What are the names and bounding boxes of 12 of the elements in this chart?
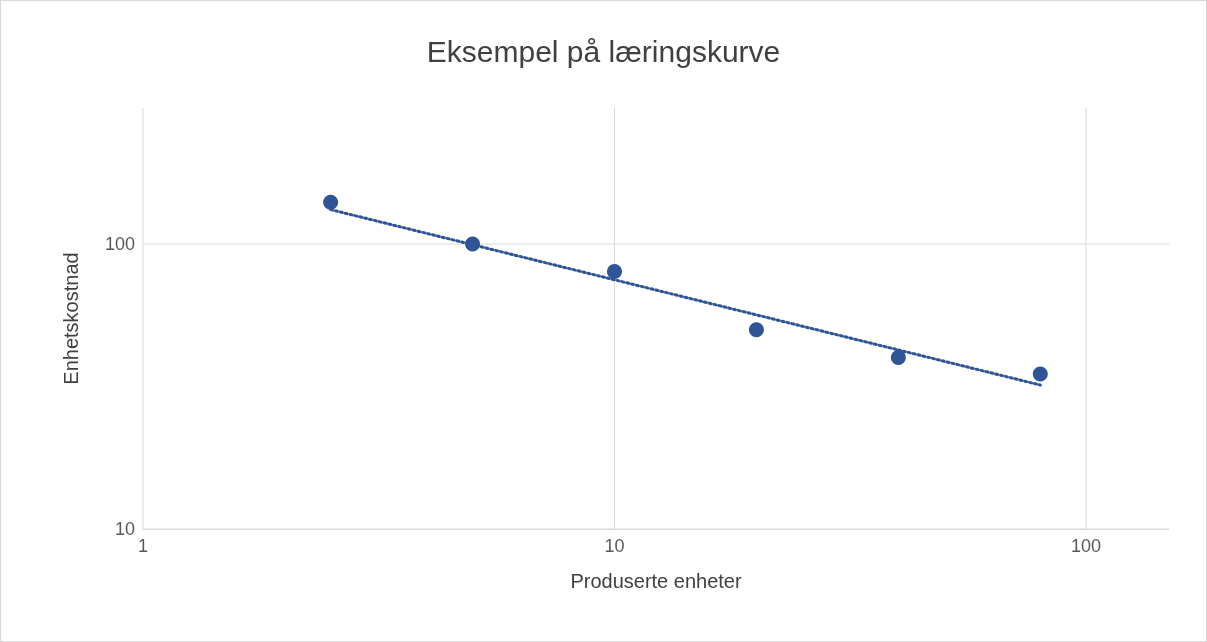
x-axis-title: Produserte enheter (570, 570, 742, 592)
x-tick-label: 100 (1070, 536, 1101, 556)
point (465, 236, 481, 252)
point (890, 349, 906, 365)
point (1032, 366, 1048, 382)
point (748, 322, 764, 338)
x-tick-label: 1 (137, 536, 149, 556)
chart-title: Eksempel på læringskurve (426, 34, 781, 68)
point (323, 194, 339, 210)
point (607, 264, 622, 280)
y-axis-title: Enhetskostnad (60, 252, 82, 385)
x-tick-label: 10 (604, 536, 625, 556)
